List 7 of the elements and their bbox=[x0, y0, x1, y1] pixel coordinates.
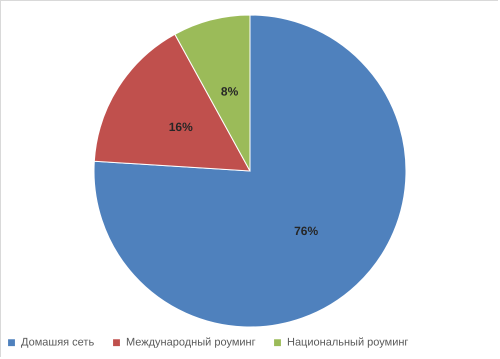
data-label: 8% bbox=[220, 84, 239, 99]
data-label: 76% bbox=[294, 224, 318, 238]
data-label: 16% bbox=[168, 120, 194, 134]
legend-label: Национальный роуминг bbox=[287, 336, 408, 349]
legend-label: Домашяя сеть bbox=[21, 336, 94, 349]
pie-slice bbox=[94, 14, 406, 328]
legend-label: Международный роуминг bbox=[126, 336, 256, 349]
